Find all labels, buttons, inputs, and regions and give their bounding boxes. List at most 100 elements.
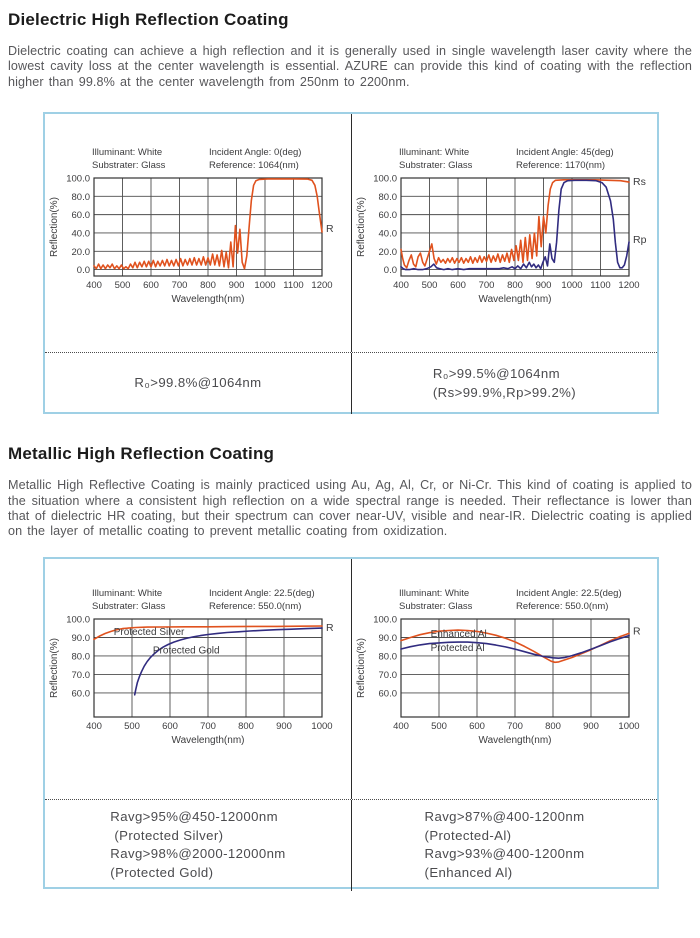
svg-text:80.0: 80.0 <box>378 651 397 662</box>
svg-text:Reflection(%): Reflection(%) <box>49 197 60 257</box>
svg-text:800: 800 <box>507 280 523 291</box>
section-title-dielectric: Dielectric High Reflection Coating <box>8 10 289 29</box>
svg-text:100.0: 100.0 <box>66 174 90 185</box>
svg-text:80.0: 80.0 <box>72 651 91 662</box>
svg-text:500: 500 <box>115 280 131 291</box>
svg-text:70.0: 70.0 <box>72 670 91 681</box>
svg-text:0.0: 0.0 <box>383 265 396 276</box>
svg-text:Illuminant: White: Illuminant: White <box>399 588 469 599</box>
caption-line: (Protected Gold) <box>110 864 214 880</box>
dielectric-charts-panel: Illuminant: White Substrater: Glass Incide… <box>43 112 659 415</box>
svg-text:R: R <box>633 625 641 637</box>
svg-text:900: 900 <box>583 721 599 732</box>
svg-text:400: 400 <box>86 280 102 291</box>
svg-text:1100: 1100 <box>590 280 610 291</box>
chart-metallic-aluminum: Illuminant: White Substrater: Glass Incide… <box>351 558 657 799</box>
svg-text:Wavelength(nm): Wavelength(nm) <box>478 294 551 305</box>
svg-text:Wavelength(nm): Wavelength(nm) <box>478 735 551 746</box>
svg-text:R: R <box>326 223 334 235</box>
metallic-captions-row: Ravg>95%@450-12000nm (Protected Silver) R… <box>45 798 657 891</box>
svg-text:600: 600 <box>162 721 178 732</box>
svg-text:Substrater: Glass: Substrater: Glass <box>399 160 473 171</box>
svg-text:90.0: 90.0 <box>72 633 91 644</box>
svg-text:900: 900 <box>535 280 551 291</box>
caption-metallic-right: Ravg>87%@400-1200nm (Protected-Al) Ravg>93… <box>351 799 657 891</box>
svg-text:100.0: 100.0 <box>373 174 397 185</box>
section-title-metallic: Metallic High Reflection Coating <box>8 444 275 464</box>
svg-text:700: 700 <box>172 280 188 291</box>
svg-text:Wavelength(nm): Wavelength(nm) <box>172 294 245 305</box>
svg-text:Wavelength(nm): Wavelength(nm) <box>172 735 245 746</box>
svg-text:900: 900 <box>229 280 245 291</box>
caption-line: Ravg>95%@450-12000nm <box>110 809 278 825</box>
svg-text:100.0: 100.0 <box>66 614 90 625</box>
section-paragraph-dielectric: Dielectric coating can achieve a high re… <box>8 44 692 89</box>
svg-text:900: 900 <box>276 721 292 732</box>
svg-text:700: 700 <box>478 280 494 291</box>
svg-text:90.0: 90.0 <box>378 633 397 644</box>
caption-dielectric-left: R₀>99.8%@1064nm <box>45 353 351 414</box>
svg-text:Substrater: Glass: Substrater: Glass <box>92 601 166 612</box>
dielectric-captions-row: R₀>99.8%@1064nm R₀>99.5%@1064nm (Rs>99.9%… <box>45 352 657 415</box>
svg-text:1100: 1100 <box>283 280 303 291</box>
svg-text:1000: 1000 <box>561 280 582 291</box>
svg-text:80.0: 80.0 <box>72 192 91 203</box>
svg-text:Incident Angle: 22.5(deg): Incident Angle: 22.5(deg) <box>516 588 622 599</box>
svg-text:1200: 1200 <box>311 280 332 291</box>
svg-text:Protected Al: Protected Al <box>430 643 484 654</box>
svg-text:1000: 1000 <box>254 280 275 291</box>
svg-text:0.0: 0.0 <box>77 265 90 276</box>
svg-text:Reflection(%): Reflection(%) <box>356 197 367 257</box>
svg-text:Substrater: Glass: Substrater: Glass <box>399 601 473 612</box>
svg-text:Reflection(%): Reflection(%) <box>356 638 367 698</box>
svg-text:Reference: 1064(nm): Reference: 1064(nm) <box>209 160 299 171</box>
svg-text:20.0: 20.0 <box>72 247 91 258</box>
svg-text:Protected Silver: Protected Silver <box>114 627 185 638</box>
svg-text:Enhanced Al: Enhanced Al <box>430 629 486 640</box>
svg-text:700: 700 <box>507 721 523 732</box>
svg-text:Reference: 550.0(nm): Reference: 550.0(nm) <box>516 601 608 612</box>
svg-text:Rs: Rs <box>633 176 646 188</box>
svg-text:40.0: 40.0 <box>378 229 397 240</box>
svg-text:400: 400 <box>86 721 102 732</box>
caption-line: Ravg>93%@400-1200nm <box>424 846 585 862</box>
svg-text:Incident Angle: 0(deg): Incident Angle: 0(deg) <box>209 147 301 158</box>
svg-text:Illuminant: White: Illuminant: White <box>399 147 469 158</box>
caption-line: (Protected-Al) <box>424 827 512 843</box>
svg-text:60.0: 60.0 <box>378 210 397 221</box>
svg-text:600: 600 <box>143 280 159 291</box>
caption-line: Ravg>87%@400-1200nm <box>424 809 585 825</box>
svg-text:700: 700 <box>200 721 216 732</box>
svg-text:60.0: 60.0 <box>72 688 91 699</box>
dielectric-charts-row: Illuminant: White Substrater: Glass Incide… <box>45 114 657 353</box>
svg-text:500: 500 <box>124 721 140 732</box>
svg-text:Substrater: Glass: Substrater: Glass <box>92 160 166 171</box>
svg-text:500: 500 <box>421 280 437 291</box>
caption-metallic-left: Ravg>95%@450-12000nm (Protected Silver) R… <box>45 800 351 891</box>
metallic-charts-row: Illuminant: White Substrater: Glass Incide… <box>45 558 657 799</box>
svg-text:R: R <box>326 622 334 634</box>
svg-text:1000: 1000 <box>311 721 332 732</box>
caption-line: R₀>99.5%@1064nm <box>432 366 561 382</box>
svg-text:400: 400 <box>393 721 409 732</box>
svg-text:800: 800 <box>238 721 254 732</box>
svg-text:Illuminant: White: Illuminant: White <box>92 147 162 158</box>
svg-text:1000: 1000 <box>618 721 639 732</box>
svg-text:1200: 1200 <box>618 280 639 291</box>
metallic-charts-panel: Illuminant: White Substrater: Glass Incide… <box>43 556 659 891</box>
caption-line: (Enhanced Al) <box>424 864 513 880</box>
chart-dielectric-45deg: Illuminant: White Substrater: Glass Incide… <box>351 114 657 353</box>
svg-text:Reflection(%): Reflection(%) <box>49 638 60 698</box>
svg-text:70.0: 70.0 <box>378 670 397 681</box>
svg-text:80.0: 80.0 <box>378 192 397 203</box>
svg-text:60.0: 60.0 <box>72 210 91 221</box>
svg-text:20.0: 20.0 <box>378 247 397 258</box>
svg-text:Incident Angle: 22.5(deg): Incident Angle: 22.5(deg) <box>209 588 315 599</box>
svg-text:100.0: 100.0 <box>373 614 397 625</box>
svg-text:40.0: 40.0 <box>72 229 91 240</box>
svg-text:Reference: 550.0(nm): Reference: 550.0(nm) <box>209 601 301 612</box>
caption-line: (Protected Silver) <box>110 827 224 843</box>
section-paragraph-metallic: Metallic High Reflective Coating is main… <box>8 478 692 539</box>
svg-text:800: 800 <box>545 721 561 732</box>
